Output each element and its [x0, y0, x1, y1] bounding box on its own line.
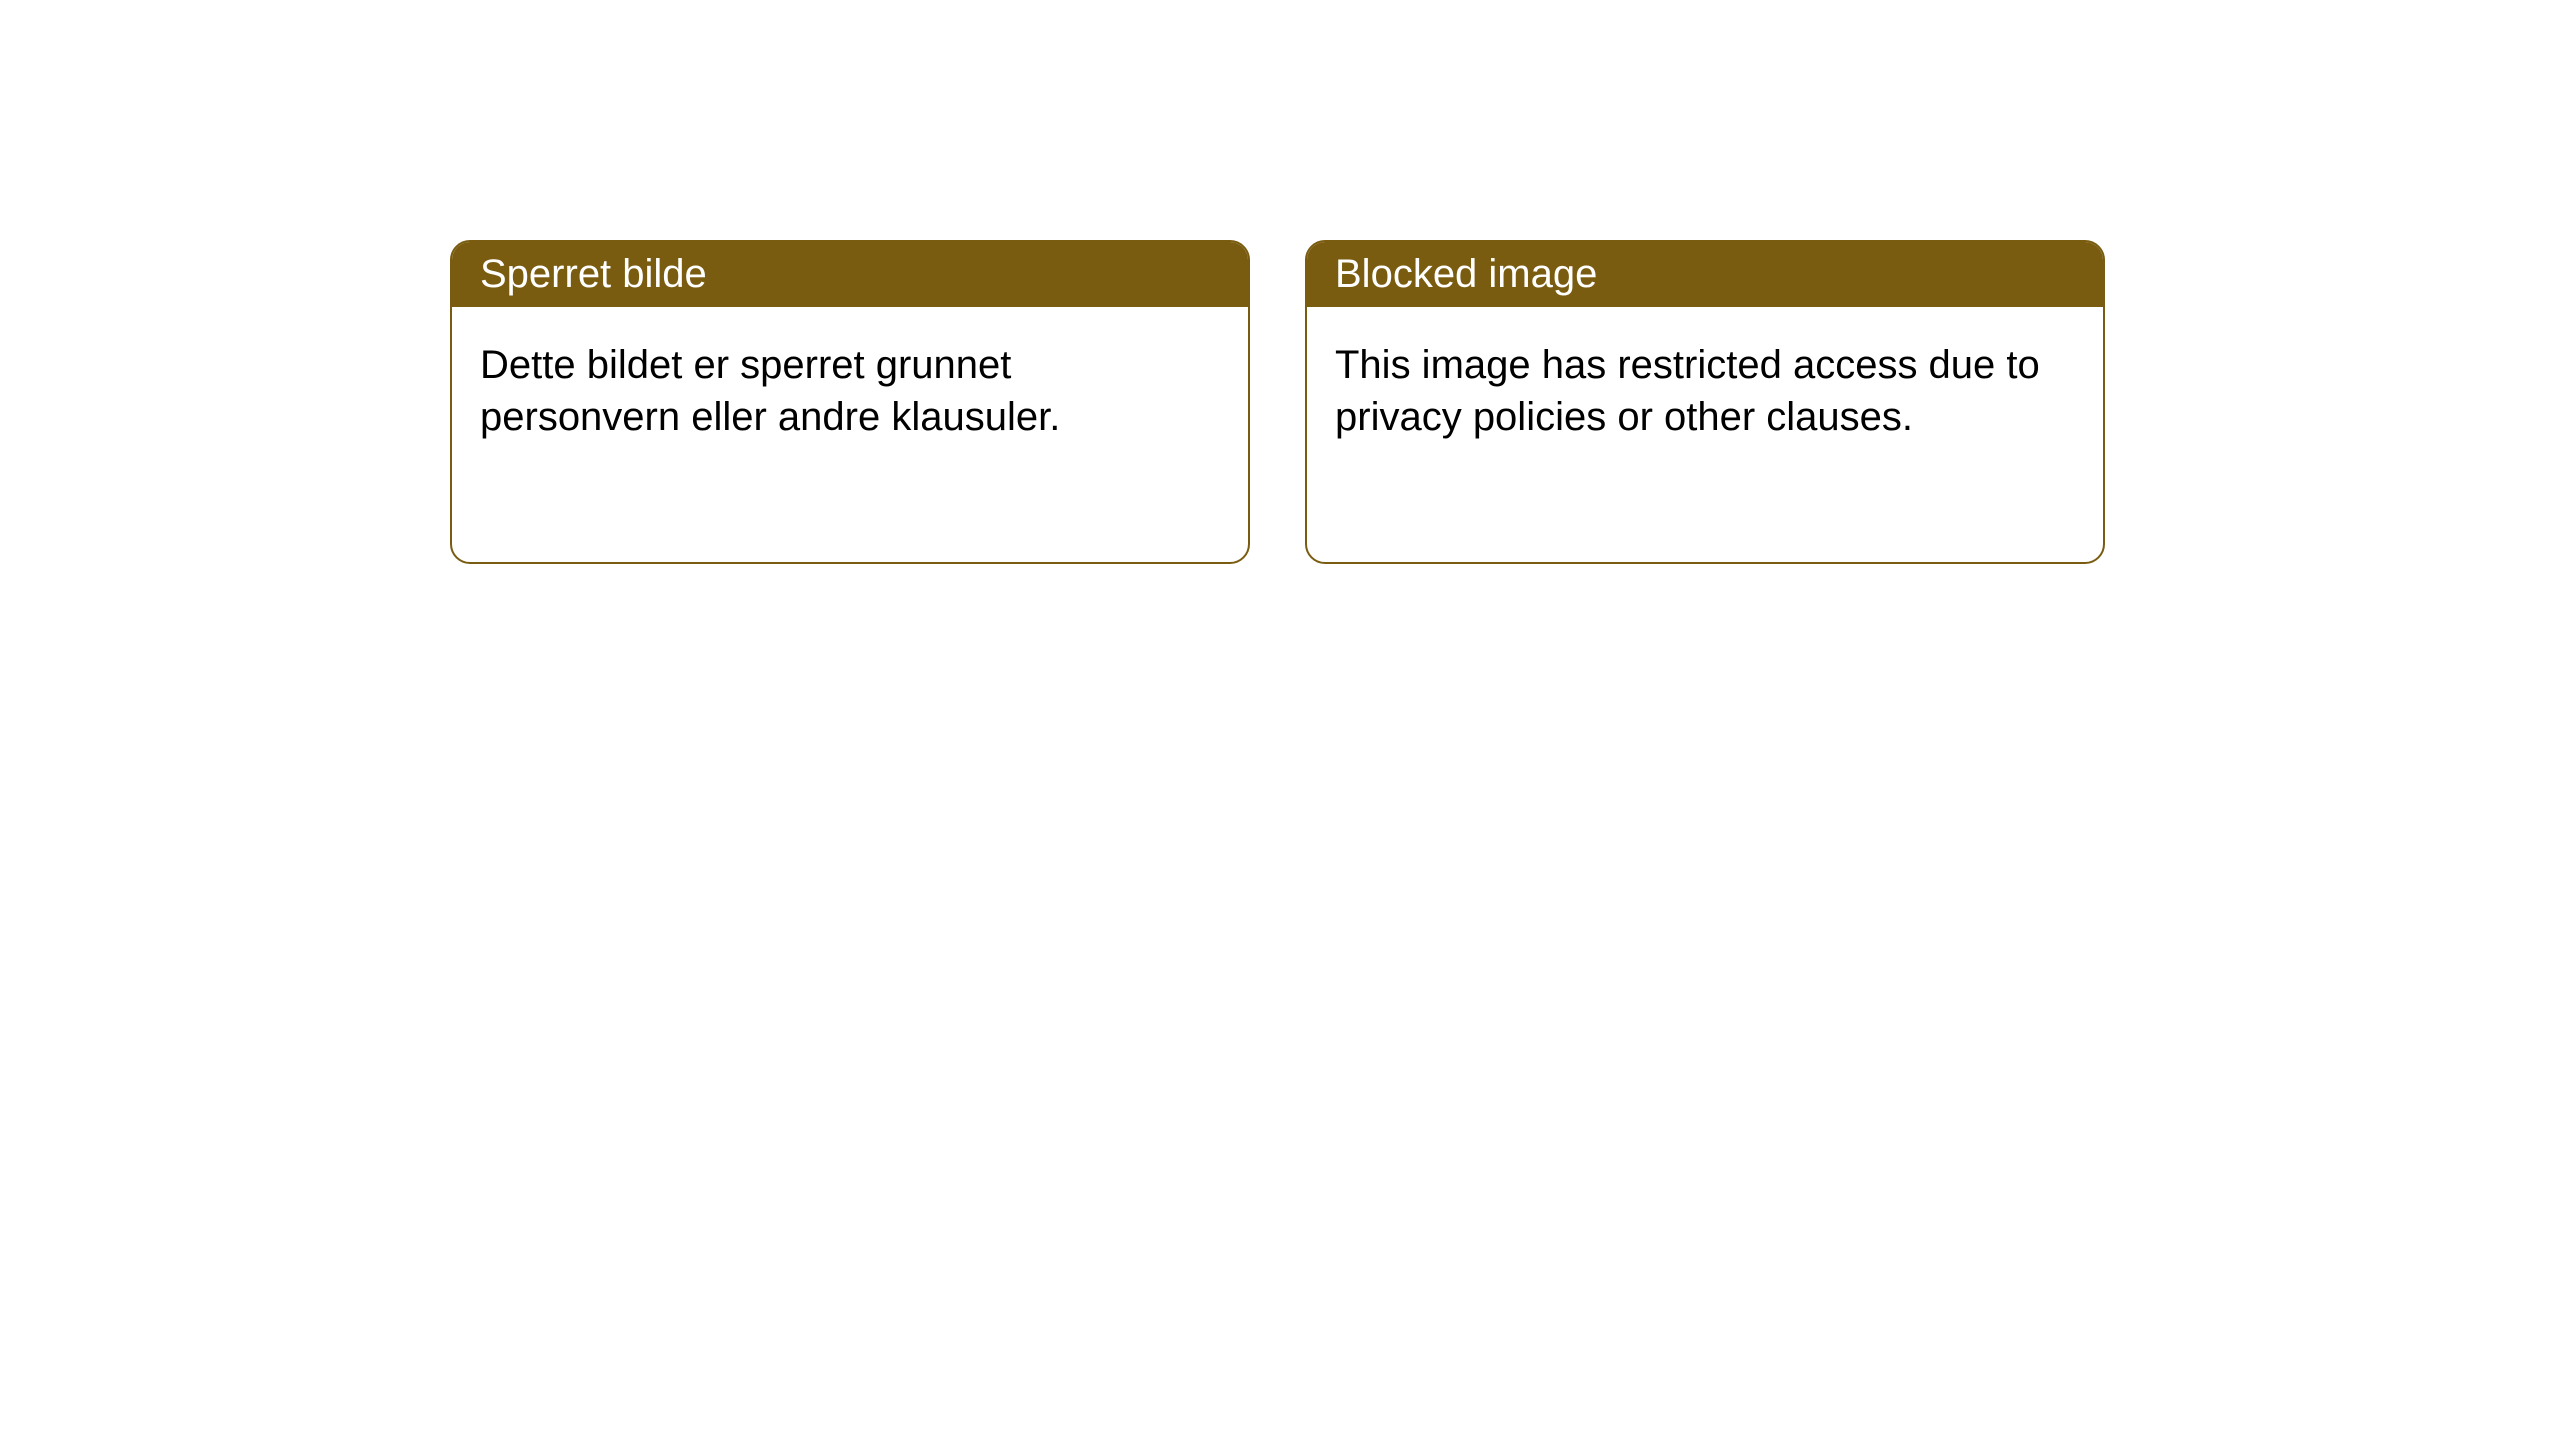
card-body: This image has restricted access due to … [1307, 307, 2103, 562]
notice-card-english: Blocked image This image has restricted … [1305, 240, 2105, 564]
card-header-text: Sperret bilde [480, 252, 707, 296]
notice-container: Sperret bilde Dette bildet er sperret gr… [450, 240, 2105, 564]
card-body-text: Dette bildet er sperret grunnet personve… [480, 339, 1220, 443]
notice-card-norwegian: Sperret bilde Dette bildet er sperret gr… [450, 240, 1250, 564]
card-header-text: Blocked image [1335, 252, 1597, 296]
card-header: Blocked image [1307, 242, 2103, 307]
card-header: Sperret bilde [452, 242, 1248, 307]
card-body: Dette bildet er sperret grunnet personve… [452, 307, 1248, 562]
card-body-text: This image has restricted access due to … [1335, 339, 2075, 443]
